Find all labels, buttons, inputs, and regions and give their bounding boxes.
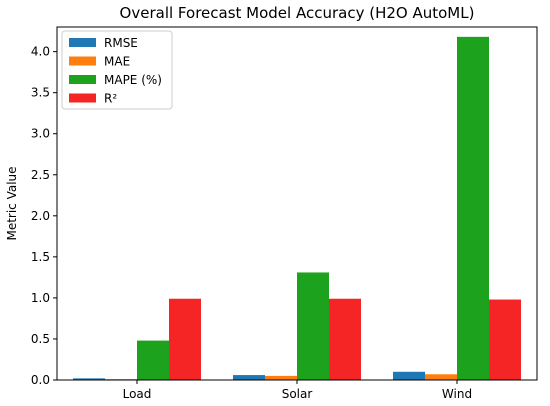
- bar-r-wind: [489, 299, 521, 380]
- y-tick-label: 0.0: [31, 373, 50, 387]
- x-tick-label: Solar: [282, 387, 313, 401]
- y-axis: 0.0 0.5 1.0 1.5 2.0 2.5 3.0 3.5 4.0: [31, 45, 57, 387]
- y-tick-label: 4.0: [31, 45, 50, 59]
- y-axis-label: Metric Value: [5, 166, 19, 240]
- chart-title: Overall Forecast Model Accuracy (H2O Aut…: [120, 4, 475, 22]
- bar-r-load: [169, 298, 201, 380]
- bar-mae-solar: [265, 375, 297, 380]
- legend-label: MAPE (%): [104, 73, 162, 87]
- bars-layer: [73, 36, 521, 380]
- y-tick-label: 1.0: [31, 291, 50, 305]
- bar-r-solar: [329, 298, 361, 380]
- bar-rmse-load: [73, 378, 105, 380]
- legend-swatch: [69, 93, 96, 103]
- x-tick-label: Load: [123, 387, 152, 401]
- y-tick-label: 1.5: [31, 250, 50, 264]
- legend-label: R²: [104, 92, 117, 106]
- y-tick-label: 2.0: [31, 209, 50, 223]
- legend-swatch: [69, 38, 96, 47]
- legend-label: MAE: [104, 55, 130, 69]
- bar-mae-wind: [425, 374, 457, 380]
- legend: RMSE MAE MAPE (%) R²: [61, 30, 173, 110]
- legend-swatch: [69, 56, 96, 66]
- legend-label: RMSE: [104, 36, 138, 50]
- y-tick-label: 3.0: [31, 127, 50, 141]
- y-tick-label: 3.5: [31, 86, 50, 100]
- x-axis: Load Solar Wind: [123, 380, 472, 401]
- legend-box: [61, 30, 173, 110]
- bar-mape-solar: [297, 272, 329, 380]
- y-tick-label: 0.5: [31, 332, 50, 346]
- x-tick-label: Wind: [442, 387, 472, 401]
- bar-mape-load: [137, 340, 169, 380]
- y-tick-label: 2.5: [31, 168, 50, 182]
- bar-mape-wind: [457, 36, 489, 380]
- bar-rmse-solar: [233, 375, 265, 380]
- bar-rmse-wind: [393, 371, 425, 380]
- legend-swatch: [69, 75, 96, 84]
